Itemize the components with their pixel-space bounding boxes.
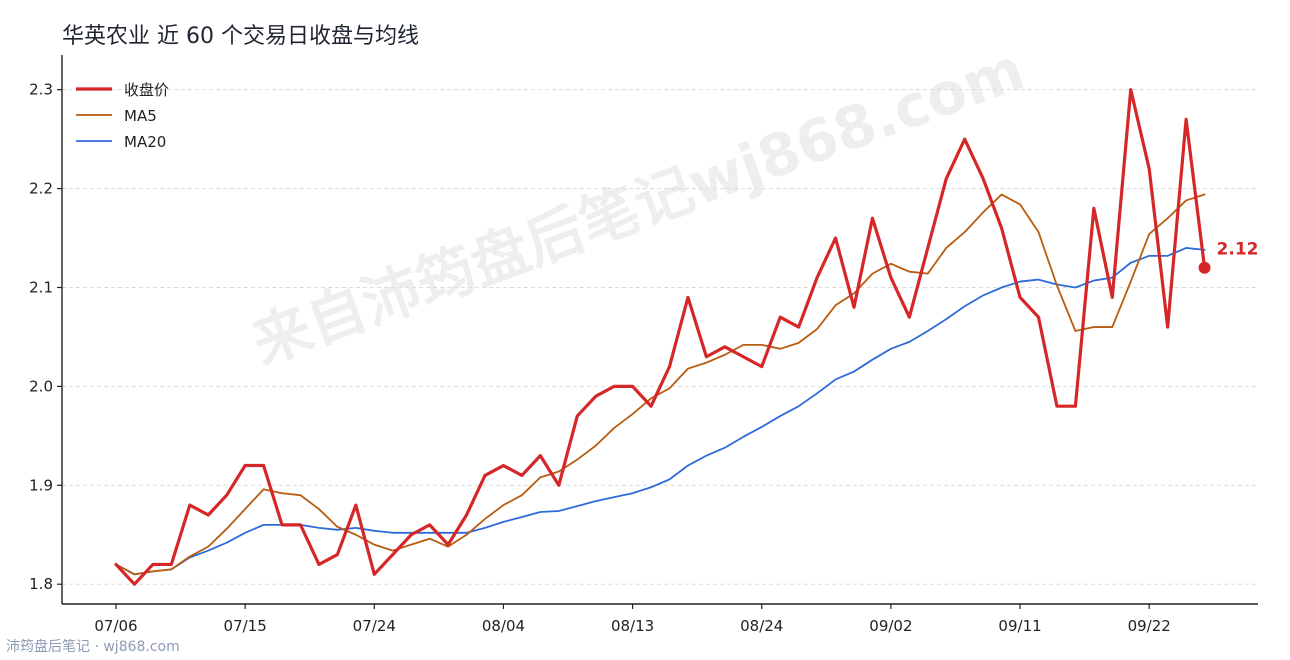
- x-axis-ticks: 07/06 07/15 07/24 08/04 08/13 08/24 09/02 09/11…: [94, 604, 1171, 635]
- series-line-MA5: [115, 193, 1206, 576]
- watermark: 来自沛筠盘后笔记wj868.com: [243, 35, 1032, 378]
- last-point-dot: [1198, 261, 1211, 274]
- x-tick-label: 09/11: [998, 617, 1041, 635]
- legend-label: MA20: [124, 133, 166, 151]
- legend: 收盘价 MA5 MA20: [76, 81, 169, 151]
- series-line-收盘价: [114, 88, 1207, 586]
- y-tick-label: 1.8: [29, 575, 53, 593]
- y-tick-label: 2.1: [29, 278, 53, 296]
- y-axis-ticks: 1.8 1.9 2.0 2.1 2.2 2.3: [29, 81, 62, 593]
- y-tick-label: 2.2: [29, 180, 53, 198]
- y-tick-label: 1.9: [29, 476, 53, 494]
- axes: [61, 55, 1258, 605]
- legend-label: MA5: [124, 107, 157, 125]
- last-value-label: 2.12: [1217, 240, 1259, 260]
- x-tick-label: 08/13: [611, 617, 654, 635]
- x-tick-label: 08/04: [482, 617, 525, 635]
- x-tick-label: 09/02: [869, 617, 912, 635]
- chart-title: 华英农业 近 60 个交易日收盘与均线: [62, 24, 419, 49]
- x-tick-label: 07/06: [94, 617, 137, 635]
- x-tick-label: 07/15: [224, 617, 267, 635]
- x-tick-label: 07/24: [353, 617, 396, 635]
- series-line-MA20: [115, 247, 1206, 576]
- series-lines: [114, 88, 1207, 586]
- footer-credit: 沛筠盘后笔记 · wj868.com: [6, 639, 180, 655]
- last-point-marker: 2.12: [1198, 240, 1259, 274]
- x-tick-label: 08/24: [740, 617, 783, 635]
- y-tick-label: 2.3: [29, 81, 53, 99]
- legend-label: 收盘价: [124, 81, 169, 99]
- x-tick-label: 09/22: [1128, 617, 1171, 635]
- y-tick-label: 2.0: [29, 377, 53, 395]
